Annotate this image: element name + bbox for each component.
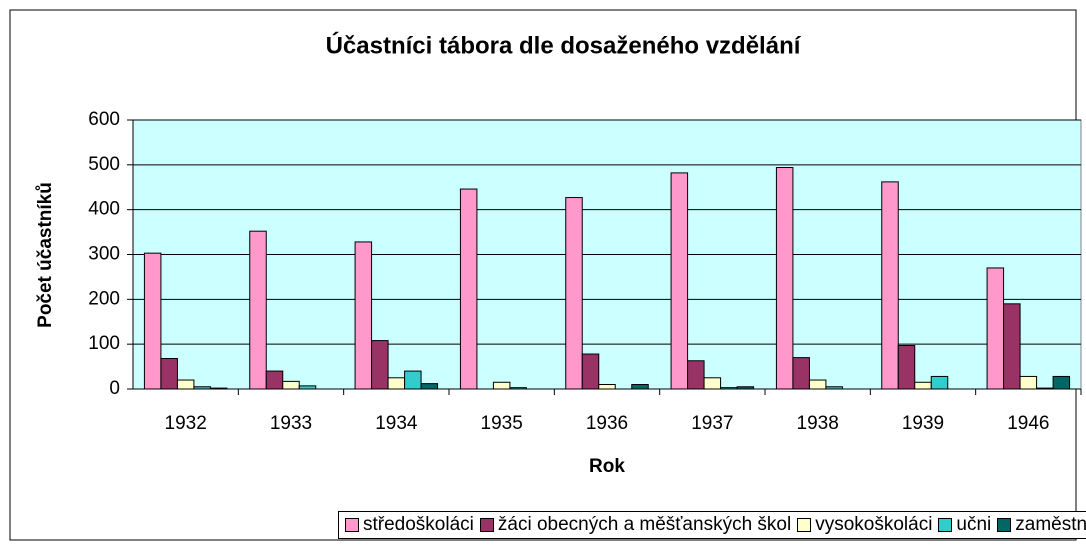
bar bbox=[565, 197, 583, 390]
legend-item: vysokoškoláci bbox=[797, 514, 932, 536]
bar bbox=[176, 379, 195, 390]
y-tick-label: 200 bbox=[88, 288, 120, 309]
y-tick-label: 600 bbox=[88, 109, 120, 130]
bar bbox=[420, 383, 439, 390]
bar bbox=[1003, 303, 1021, 390]
bar bbox=[265, 370, 284, 390]
bar bbox=[298, 385, 317, 390]
legend-swatch bbox=[479, 518, 494, 532]
bar bbox=[670, 172, 689, 390]
x-tick-label: 1932 bbox=[165, 413, 207, 434]
bar bbox=[631, 384, 649, 390]
bar bbox=[193, 386, 211, 390]
bar bbox=[808, 379, 827, 390]
y-tick-label: 500 bbox=[88, 154, 120, 175]
bar bbox=[881, 181, 899, 390]
legend-label: vysokoškoláci bbox=[815, 514, 933, 535]
legend-swatch bbox=[345, 518, 359, 532]
legend-item: učni bbox=[938, 514, 991, 536]
y-axis-label: Počet účastníků bbox=[35, 182, 56, 328]
x-tick-label: 1937 bbox=[691, 413, 733, 434]
bar bbox=[354, 241, 373, 390]
bar bbox=[598, 384, 616, 390]
bar bbox=[459, 188, 478, 390]
legend-swatch bbox=[938, 518, 953, 532]
bar bbox=[1052, 375, 1071, 390]
bar bbox=[581, 353, 600, 390]
x-tick-label: 1935 bbox=[481, 413, 523, 434]
x-tick-label: 1934 bbox=[375, 413, 418, 434]
y-tick-label: 400 bbox=[88, 199, 120, 220]
bar bbox=[914, 381, 932, 390]
legend-swatch bbox=[797, 518, 812, 532]
legend-item: zaměstnaní bbox=[997, 514, 1086, 536]
bar bbox=[775, 167, 794, 390]
bar bbox=[404, 370, 422, 390]
bar bbox=[160, 358, 178, 390]
legend-label: žáci obecných a měšťanských škol bbox=[497, 514, 792, 535]
bar bbox=[387, 377, 406, 390]
x-tick-label: 1946 bbox=[1007, 413, 1049, 434]
bar bbox=[930, 375, 949, 390]
bar bbox=[209, 387, 228, 390]
x-tick-label: 1938 bbox=[797, 413, 839, 434]
chart-title: Účastníci tábora dle dosaženého vzdělání bbox=[326, 31, 802, 59]
bar bbox=[792, 357, 810, 390]
legend-item: středoškoláci bbox=[345, 514, 474, 536]
bar bbox=[986, 267, 1005, 390]
x-tick-label: 1933 bbox=[270, 413, 312, 434]
bar bbox=[282, 380, 300, 390]
x-axis-label: Rok bbox=[589, 456, 625, 477]
bar bbox=[720, 387, 738, 390]
legend-label: zaměstnaní bbox=[1015, 514, 1086, 535]
y-tick-label: 0 bbox=[109, 378, 120, 399]
x-tick-label: 1939 bbox=[902, 413, 944, 434]
y-tick-label: 300 bbox=[88, 244, 120, 265]
bar bbox=[736, 386, 755, 390]
legend-label: učni bbox=[956, 514, 992, 535]
y-tick-label: 100 bbox=[88, 333, 120, 354]
bar bbox=[1036, 387, 1054, 390]
legend-item: žáci obecných a měšťanských škol bbox=[479, 514, 792, 536]
bar bbox=[1019, 375, 1038, 390]
bar bbox=[371, 340, 389, 390]
bar bbox=[492, 381, 511, 390]
x-tick-label: 1936 bbox=[586, 413, 628, 434]
bar bbox=[897, 345, 916, 390]
legend-swatch bbox=[997, 518, 1012, 532]
bar bbox=[143, 252, 162, 390]
legend-label: středoškoláci bbox=[363, 514, 474, 535]
bar bbox=[249, 230, 267, 390]
bar bbox=[687, 360, 705, 390]
bar bbox=[509, 387, 527, 390]
bar bbox=[703, 377, 722, 390]
bar bbox=[825, 386, 843, 390]
legend: středoškoláci žáci obecných a měšťanských… bbox=[338, 511, 1086, 539]
